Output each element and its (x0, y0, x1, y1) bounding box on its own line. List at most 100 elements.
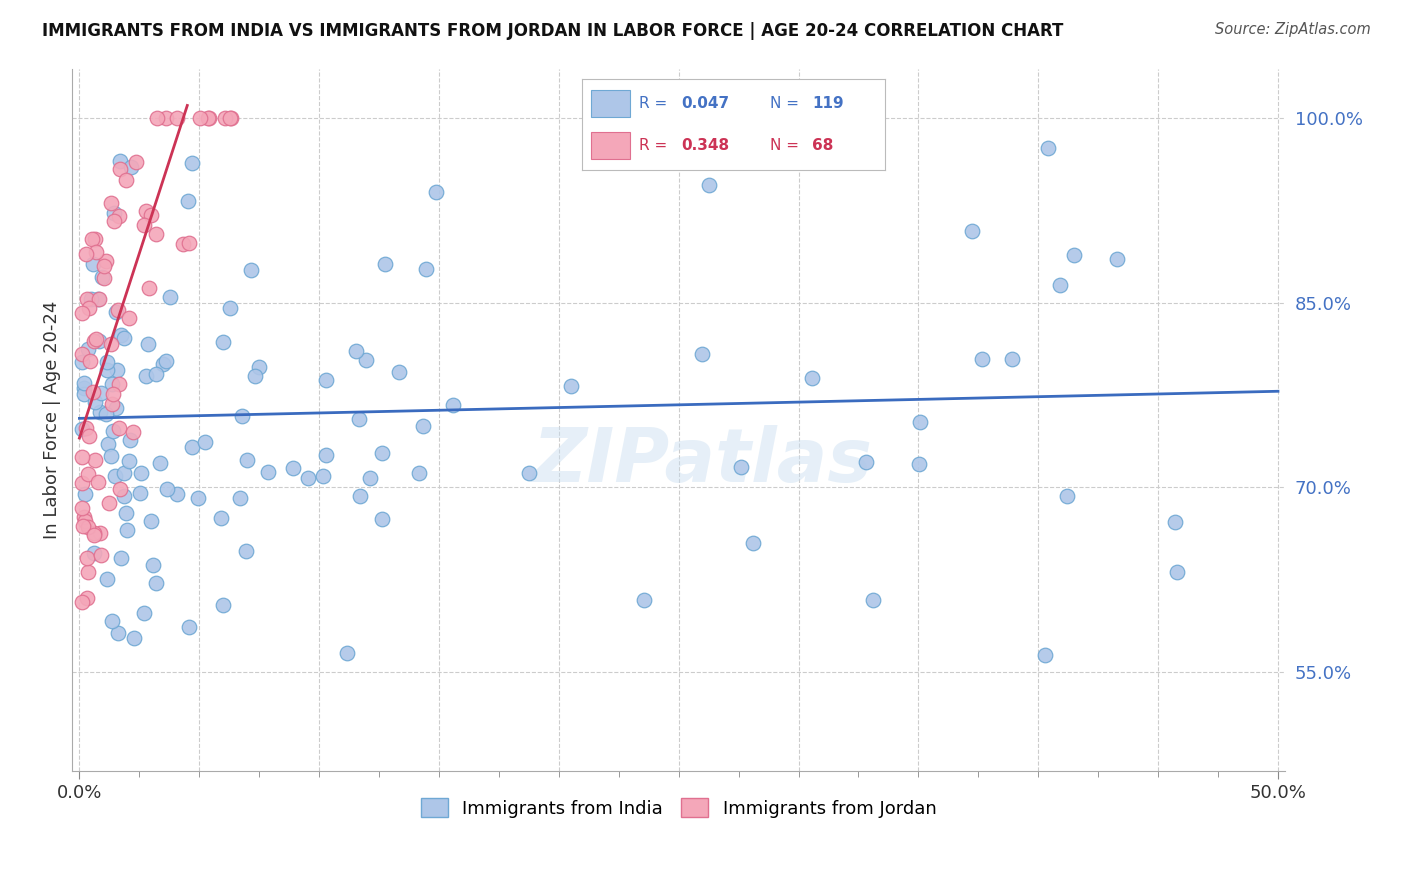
Point (139, 208, 162, 222)
Point (75, 487, 97, 501)
Point (90, 548, 112, 562)
Point (336, 646, 359, 660)
Point (142, 558, 165, 573)
Point (101, 425, 124, 439)
Point (197, 111, 219, 125)
Point (315, 373, 337, 387)
Point (112, 466, 135, 480)
Point (115, 523, 138, 537)
Point (235, 543, 257, 558)
Point (374, 258, 396, 272)
Point (82, 256, 104, 270)
Point (145, 111, 167, 125)
Point (93, 271, 115, 285)
Point (128, 485, 150, 500)
Point (155, 354, 177, 368)
Point (70, 346, 93, 360)
Point (103, 213, 125, 227)
Point (104, 401, 127, 415)
Point (209, 511, 232, 525)
Point (962, 224, 984, 238)
Point (91, 270, 114, 285)
Point (87, 334, 110, 348)
Point (72, 519, 94, 533)
Point (97, 437, 120, 451)
Point (179, 620, 201, 634)
Point (82, 232, 104, 246)
Point (229, 491, 252, 506)
Point (112, 489, 135, 503)
Point (89, 404, 111, 418)
Point (77, 301, 100, 316)
Point (371, 446, 394, 460)
Point (101, 387, 124, 401)
Point (236, 453, 259, 467)
Point (159, 290, 181, 304)
Point (741, 536, 763, 550)
Point (187, 491, 209, 505)
Point (108, 421, 131, 435)
Point (371, 512, 394, 526)
Point (245, 369, 267, 384)
Text: Source: ZipAtlas.com: Source: ZipAtlas.com (1215, 22, 1371, 37)
Point (212, 334, 235, 349)
Point (97, 496, 120, 510)
Point (118, 310, 141, 325)
Point (96, 355, 118, 369)
Point (103, 206, 125, 220)
Point (1063, 248, 1085, 262)
Point (166, 487, 188, 501)
Point (70, 450, 93, 465)
Point (70, 475, 93, 490)
Point (135, 203, 157, 218)
Point (155, 111, 177, 125)
Point (100, 614, 122, 628)
Point (100, 397, 122, 411)
Point (104, 468, 127, 483)
Point (138, 281, 160, 295)
Point (356, 353, 378, 368)
Point (84, 232, 107, 246)
Point (908, 415, 931, 429)
Point (100, 196, 122, 211)
Point (82, 384, 104, 399)
Point (219, 111, 242, 125)
Point (87, 292, 110, 306)
Point (87, 293, 110, 307)
Point (77, 342, 100, 356)
Point (517, 466, 540, 480)
Point (193, 434, 215, 449)
Point (388, 365, 411, 379)
Point (89, 525, 111, 540)
Point (83, 334, 105, 349)
Point (132, 218, 155, 232)
Point (87, 475, 110, 489)
Point (312, 468, 335, 483)
Point (166, 111, 188, 125)
Point (247, 359, 270, 374)
Point (105, 304, 128, 318)
Point (124, 631, 146, 645)
Point (84, 452, 107, 467)
Point (76, 551, 98, 566)
Point (190, 111, 212, 125)
Point (70, 355, 93, 369)
Point (110, 550, 132, 565)
Point (297, 471, 319, 485)
Point (73, 514, 96, 528)
Point (441, 398, 464, 412)
Point (198, 111, 221, 125)
Point (117, 454, 139, 468)
Point (172, 236, 194, 251)
Point (408, 466, 430, 480)
Point (80, 293, 103, 307)
Point (219, 301, 242, 316)
Point (239, 262, 262, 277)
Point (73, 387, 96, 401)
Point (633, 593, 655, 607)
Point (349, 489, 371, 503)
Point (93, 260, 115, 274)
Point (83, 546, 105, 560)
Point (96, 573, 118, 587)
Point (139, 514, 162, 528)
